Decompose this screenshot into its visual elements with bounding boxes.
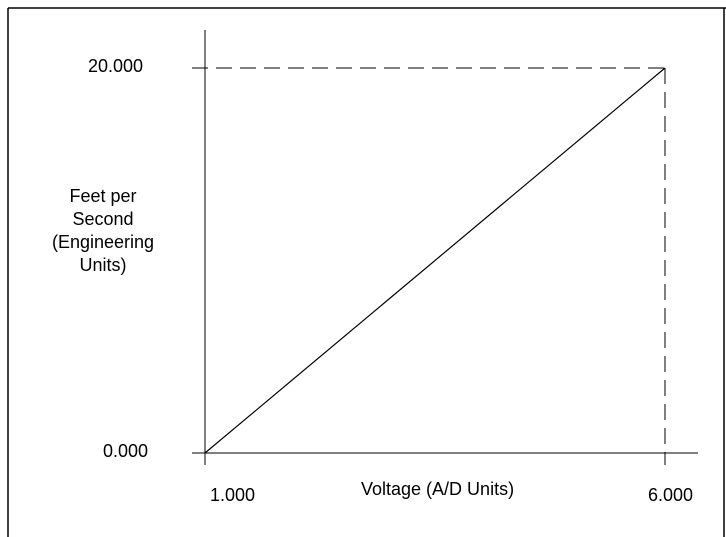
y-axis-label: Feet per Second (Engineering Units) [28, 185, 178, 277]
x-axis-label: Voltage (A/D Units) [361, 479, 515, 499]
y-tick-label-min: 0.000 [103, 441, 149, 461]
x-tick-label-min: 1.000 [210, 485, 256, 505]
y-tick-label-max: 20.000 [88, 56, 144, 76]
y-axis-label-line: Units) [79, 255, 127, 275]
x-tick-label-max: 6.000 [648, 485, 694, 505]
y-axis-label-line: (Engineering [51, 232, 155, 252]
y-axis-label-line: Feet per [69, 186, 137, 206]
y-axis-label-line: Second [72, 209, 134, 229]
series-line [204, 67, 666, 454]
